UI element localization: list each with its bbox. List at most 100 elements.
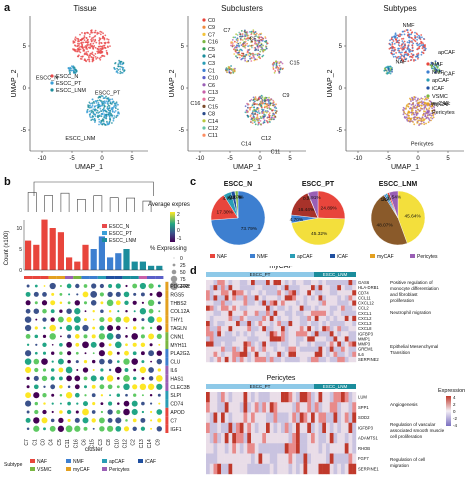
heatmap-cell	[337, 326, 342, 332]
umap-point	[72, 40, 75, 43]
umap-point	[434, 68, 437, 71]
legend-swatch	[202, 25, 206, 29]
heatmap-cell	[224, 463, 229, 475]
expression-dot	[108, 309, 112, 313]
pie-legend-label: Pericytes	[417, 254, 438, 260]
heatmap-cell	[251, 453, 255, 464]
heatmap-cell	[284, 433, 289, 444]
umap-point	[263, 111, 265, 113]
gene-label: CLEC3B	[170, 385, 190, 391]
expression-dot	[124, 300, 129, 305]
heatmap-cell	[341, 290, 345, 296]
heatmap-title: myCAF	[269, 266, 292, 270]
expression-dot	[140, 292, 145, 297]
heatmap-cell	[348, 326, 353, 332]
heatmap-cell	[299, 341, 304, 347]
heatmap-cell	[273, 453, 278, 464]
heatmap-cell	[224, 351, 229, 358]
umap-point	[118, 59, 120, 62]
heatmap-cell	[251, 315, 255, 322]
umap-point	[410, 56, 413, 58]
heatmap-cell	[269, 305, 274, 311]
umap-point	[277, 67, 280, 69]
umap-point	[91, 58, 94, 61]
heatmap-cell	[217, 321, 222, 327]
heatmap-cell	[273, 463, 278, 475]
heatmap-cell	[311, 300, 315, 306]
expression-dot	[91, 393, 96, 398]
heatmap-cell	[333, 321, 338, 327]
umap-point	[272, 116, 274, 119]
umap-point	[236, 37, 239, 40]
heatmap-cell	[239, 351, 244, 358]
heatmap-cell	[292, 300, 297, 306]
umap-point	[256, 54, 259, 57]
umap-point	[400, 59, 402, 62]
heatmap-cell	[288, 285, 293, 291]
expression-dot	[147, 383, 155, 390]
heatmap-cell	[243, 412, 248, 423]
expression-legend-bar	[446, 396, 451, 426]
umap-point	[85, 60, 88, 63]
heatmap-cell	[209, 422, 214, 434]
umap-y-label: UMAP_2	[169, 69, 176, 97]
heatmap-cell	[292, 336, 297, 342]
umap-point	[264, 110, 267, 112]
umap-point	[390, 38, 393, 40]
heatmap-cell	[348, 331, 353, 337]
heatmap-cell	[314, 326, 319, 332]
umap-point	[252, 30, 255, 33]
heatmap-cell	[266, 402, 270, 413]
heatmap-cell	[281, 433, 285, 444]
expression-dot	[132, 351, 137, 356]
umap-point	[401, 38, 403, 40]
heatmap-cell	[281, 295, 285, 301]
umap-point	[437, 65, 439, 67]
umap-point	[268, 102, 270, 104]
cluster-strip	[24, 276, 33, 279]
heatmap-cell	[251, 356, 255, 363]
umap-point	[420, 42, 422, 45]
heatmap-cell	[251, 443, 255, 454]
umap-point	[100, 122, 102, 125]
umap-point	[424, 98, 426, 101]
heatmap-cell	[269, 321, 274, 327]
heatmap-cell	[206, 356, 210, 363]
umap-point	[98, 115, 101, 118]
heatmap-cell	[344, 305, 349, 311]
expression-dot	[149, 326, 153, 330]
expression-dot	[74, 392, 80, 398]
heatmap-annotation: Regulation of cell	[390, 457, 425, 462]
expression-dot	[140, 342, 146, 348]
heatmap-cell	[341, 463, 345, 475]
umap-point	[400, 44, 403, 47]
heatmap-cell	[337, 285, 342, 291]
umap-point	[414, 104, 417, 107]
heatmap-cell	[232, 433, 237, 444]
umap-point	[74, 44, 76, 47]
umap-point	[82, 41, 85, 44]
umap-point	[250, 33, 253, 36]
heatmap-cell	[213, 331, 218, 337]
heatmap-cell	[311, 315, 315, 322]
umap-point	[394, 33, 397, 36]
heatmap-cell	[322, 422, 327, 434]
umap-point	[420, 104, 423, 107]
umap-point	[419, 117, 422, 120]
heatmap-cell	[341, 453, 345, 464]
heatmap-cell	[337, 280, 342, 286]
heatmap-cell	[266, 433, 270, 444]
heatmap-cell	[236, 326, 240, 332]
heatmap-cell	[266, 453, 270, 464]
heatmap-cell	[213, 412, 218, 423]
heatmap-cell	[273, 315, 278, 322]
umap-point	[413, 60, 415, 62]
umap-point	[411, 107, 414, 110]
heatmap-cell	[341, 356, 345, 363]
expression-dot	[42, 342, 47, 347]
expression-dot	[100, 301, 104, 305]
umap-point	[109, 111, 111, 114]
heatmap-cell	[341, 310, 345, 317]
heatmap-cell	[262, 412, 267, 423]
expression-dot	[59, 342, 63, 347]
